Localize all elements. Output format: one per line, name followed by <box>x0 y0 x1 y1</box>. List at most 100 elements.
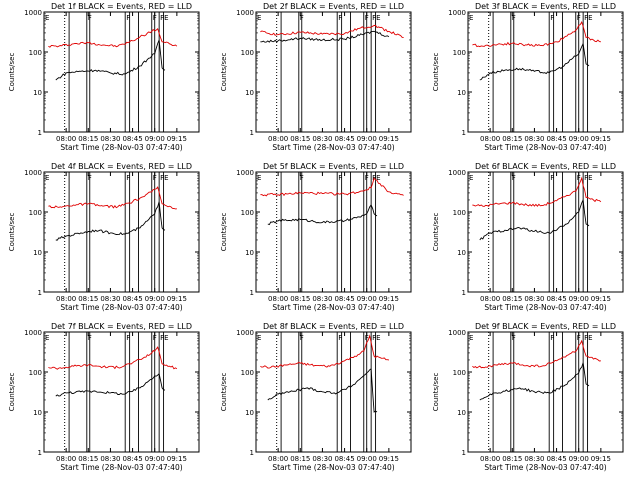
y-tick-label: 1 <box>250 129 254 137</box>
chart-title: Det 4f BLACK = Events, RED = LLD <box>51 162 192 171</box>
x-tick-label: 08:15 <box>290 295 310 303</box>
marker-tag: F <box>365 334 369 342</box>
y-tick-label: 100 <box>453 209 466 217</box>
y-tick-label: 1000 <box>24 9 42 17</box>
y-tick-label: 10 <box>245 89 254 97</box>
marker-tag: F <box>365 14 369 22</box>
x-tick-label: 09:00 <box>357 455 377 463</box>
marker-tag: F <box>365 174 369 182</box>
x-tick-label: 08:30 <box>312 455 332 463</box>
y-tick-label: 1 <box>38 289 42 297</box>
marker-tag: FE <box>584 174 592 182</box>
series-line-red <box>472 339 601 369</box>
plot-frame <box>467 171 624 293</box>
marker-tag: E <box>45 14 49 22</box>
panel-det-1: Det 1f BLACK = Events, RED = LLD 1 10 100 10… <box>8 2 200 152</box>
panel-det-3: Det 3f BLACK = Events, RED = LLD 1 10 100 10… <box>432 2 624 152</box>
series-line-red <box>472 21 601 48</box>
series-line-red <box>48 186 177 210</box>
x-tick-label: 08:30 <box>524 135 544 143</box>
marker-tag: FE <box>372 334 380 342</box>
x-tick-label: 08:00 <box>268 455 288 463</box>
y-axis-label: Counts/sec <box>8 213 16 252</box>
y-tick-label: 1000 <box>236 169 254 177</box>
x-tick-label: 09:15 <box>167 295 187 303</box>
y-tick-label: 1 <box>462 289 466 297</box>
marker-tag: F <box>550 14 554 22</box>
y-tick-label: 1 <box>38 129 42 137</box>
x-axis-label: Start Time (28-Nov-03 07:47:40) <box>60 463 182 472</box>
y-tick-label: 10 <box>33 409 42 417</box>
y-tick-label: 100 <box>453 49 466 57</box>
series-line-black <box>267 367 378 413</box>
x-tick-label: 08:00 <box>56 135 76 143</box>
chart-title: Det 3f BLACK = Events, RED = LLD <box>475 2 616 11</box>
marker-tag: F <box>300 334 304 342</box>
panel-det-2: Det 2f BLACK = Events, RED = LLD 1 10 100 10… <box>220 2 412 152</box>
marker-tag: FE <box>584 334 592 342</box>
plot-frame <box>43 331 200 453</box>
series-line-red <box>48 346 178 370</box>
y-axis-label: Counts/sec <box>8 53 16 92</box>
x-tick-label: 08:00 <box>268 135 288 143</box>
chart-title: Det 1f BLACK = Events, RED = LLD <box>51 2 192 11</box>
marker-tag: F <box>153 14 157 22</box>
marker-tag: F <box>512 14 516 22</box>
x-tick-label: 09:15 <box>591 295 611 303</box>
x-axis-label: Start Time (28-Nov-03 07:47:40) <box>60 303 182 312</box>
x-axis-label: Start Time (28-Nov-03 07:47:40) <box>484 143 606 152</box>
y-tick-label: 1000 <box>448 169 466 177</box>
x-tick-label: 08:45 <box>122 135 142 143</box>
x-tick-label: 08:15 <box>290 135 310 143</box>
panel-det-7: Det 7f BLACK = Events, RED = LLD 1 10 100 10… <box>8 322 200 472</box>
panel-det-6: Det 6f BLACK = Events, RED = LLD 1 10 100 10… <box>432 162 624 312</box>
y-tick-label: 1 <box>462 449 466 457</box>
y-axis-label: Counts/sec <box>220 53 228 92</box>
marker-tag: F <box>338 14 342 22</box>
marker-tag: F <box>126 174 130 182</box>
plot-frame <box>255 331 412 453</box>
series-line-red <box>260 177 404 197</box>
y-tick-label: 1000 <box>236 329 254 337</box>
marker-tag: F <box>88 14 92 22</box>
x-tick-label: 08:30 <box>100 455 120 463</box>
plot-frame <box>255 171 412 293</box>
chart-title: Det 7f BLACK = Events, RED = LLD <box>51 322 192 331</box>
x-tick-label: 09:15 <box>379 135 399 143</box>
marker-tag: F <box>338 174 342 182</box>
marker-tag: F <box>300 174 304 182</box>
x-tick-label: 08:15 <box>78 295 98 303</box>
x-tick-label: 08:00 <box>480 295 500 303</box>
y-axis-label: Counts/sec <box>432 53 440 92</box>
plot-frame <box>467 11 624 133</box>
series-line-black <box>267 204 378 226</box>
marker-tag: FE <box>372 174 380 182</box>
marker-tag: F <box>550 174 554 182</box>
series-line-black <box>55 39 166 81</box>
marker-tag: F <box>550 334 554 342</box>
y-axis-label: Counts/sec <box>220 373 228 412</box>
x-tick-label: 09:15 <box>167 455 187 463</box>
x-tick-label: 08:30 <box>100 135 120 143</box>
x-tick-label: 08:45 <box>334 295 354 303</box>
x-tick-label: 08:15 <box>78 455 98 463</box>
x-tick-label: 09:00 <box>357 135 377 143</box>
y-tick-label: 10 <box>457 409 466 417</box>
marker-tag: F <box>88 334 92 342</box>
marker-tag: FE <box>584 14 592 22</box>
y-axis-label: Counts/sec <box>8 373 16 412</box>
series-line-black <box>55 372 166 397</box>
y-axis-label: Counts/sec <box>432 213 440 252</box>
marker-tag: E <box>45 334 49 342</box>
x-tick-label: 08:45 <box>546 295 566 303</box>
panel-det-4: Det 4f BLACK = Events, RED = LLD 1 10 100 10… <box>8 162 200 312</box>
x-tick-label: 09:00 <box>569 455 589 463</box>
y-tick-label: 1 <box>462 129 466 137</box>
y-tick-label: 1000 <box>448 329 466 337</box>
plot-frame <box>43 171 200 293</box>
x-axis-label: Start Time (28-Nov-03 07:47:40) <box>272 463 394 472</box>
x-tick-label: 09:15 <box>167 135 187 143</box>
marker-tag: F <box>126 14 130 22</box>
x-tick-label: 08:00 <box>56 295 76 303</box>
